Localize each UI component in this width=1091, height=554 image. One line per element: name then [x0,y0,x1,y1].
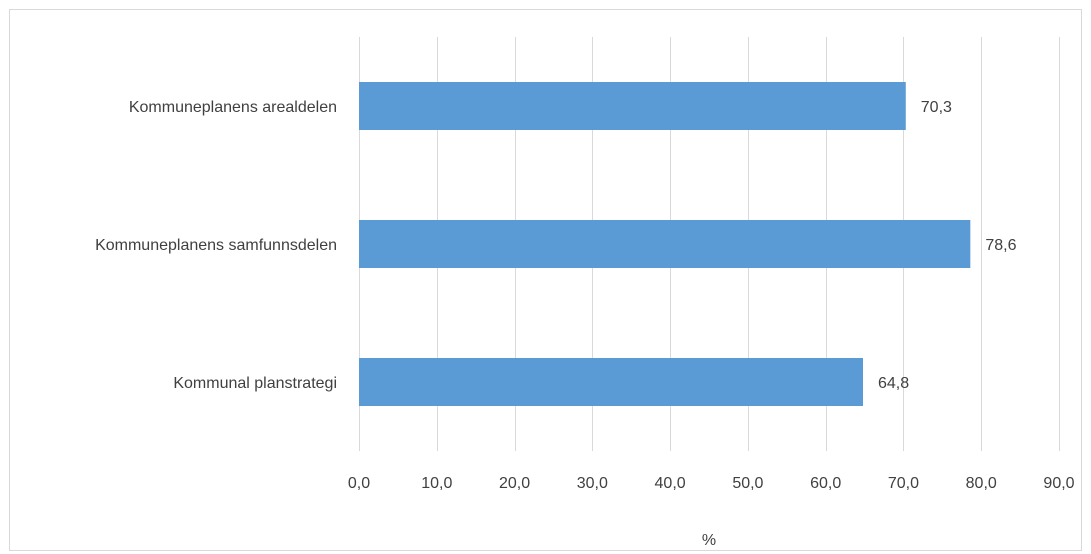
bar [359,82,906,130]
bar [359,220,971,268]
bar [359,358,863,406]
data-labels: 70,3 78,6 64,8 [878,99,1017,392]
x-tick-label: 90,0 [1043,475,1074,492]
x-tick-label: 20,0 [499,475,530,492]
x-tick-label: 60,0 [810,475,841,492]
category-label: Kommuneplanens samfunnsdelen [95,237,337,254]
x-tick-label: 0,0 [348,475,370,492]
bars [359,82,971,406]
x-tick-label: 40,0 [655,475,686,492]
category-labels: Kommuneplanens arealdelen Kommuneplanens … [95,99,337,392]
x-tick-labels: 0,0 10,0 20,0 30,0 40,0 50,0 60,0 70,0 80,0 90,0 [348,475,1075,492]
category-label: Kommunal planstrategi [173,375,337,392]
x-tick-label: 30,0 [577,475,608,492]
data-label: 70,3 [921,99,952,116]
data-label: 64,8 [878,375,909,392]
data-label: 78,6 [985,237,1016,254]
category-label: Kommuneplanens arealdelen [129,99,337,116]
x-tick-label: 10,0 [421,475,452,492]
x-tick-label: 50,0 [732,475,763,492]
x-axis-title: % [702,532,716,549]
x-tick-label: 70,0 [888,475,919,492]
x-tick-label: 80,0 [966,475,997,492]
